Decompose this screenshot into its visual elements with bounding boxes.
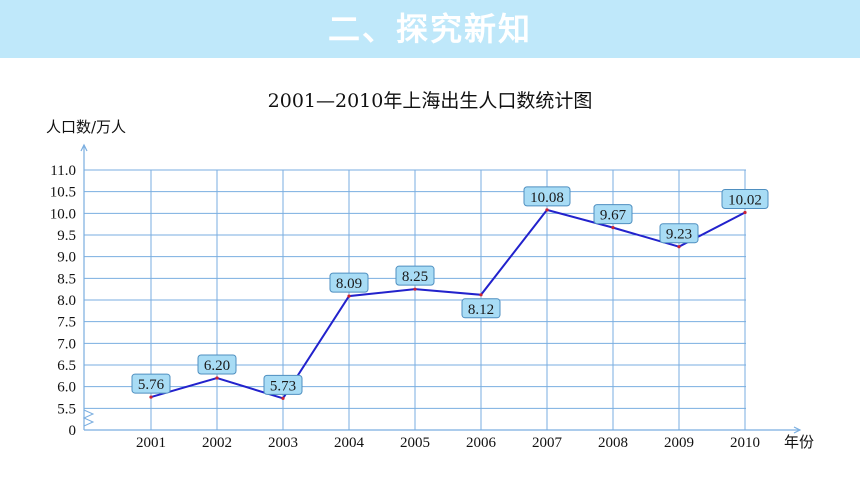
- y-tick-label: 10.5: [50, 185, 76, 201]
- data-label-text: 9.23: [666, 227, 692, 243]
- data-label: 8.25: [395, 265, 435, 286]
- data-label: 9.67: [593, 204, 633, 225]
- series-line: [150, 208, 746, 400]
- data-point: [545, 208, 549, 212]
- y-tick-label: 8.5: [57, 271, 76, 287]
- page-title: 二、探究新知: [327, 10, 532, 48]
- x-axis-label: 年份: [784, 433, 814, 451]
- y-tick-label: 11.0: [50, 163, 76, 179]
- data-point: [347, 294, 351, 298]
- x-axis-arrow: [793, 426, 802, 434]
- series: [149, 208, 747, 400]
- y-axis-label: 人口数/万人: [46, 118, 126, 136]
- data-label: 10.02: [721, 188, 769, 209]
- data-label: 5.76: [131, 373, 171, 394]
- y-tick-label: 8.0: [57, 293, 76, 309]
- x-tick-label: 2008: [598, 435, 628, 451]
- y-tick-label: 0: [69, 423, 77, 439]
- data-label-text: 6.20: [204, 358, 230, 374]
- data-label-box: [263, 374, 303, 395]
- x-tick-label: 2003: [268, 435, 298, 451]
- data-point: [611, 226, 615, 230]
- data-label: 8.12: [461, 298, 501, 319]
- y-tick-label: 9.0: [57, 250, 76, 266]
- axis-break-icon: [82, 409, 95, 427]
- data-label-box: [593, 204, 633, 225]
- data-label-text: 8.12: [468, 302, 494, 318]
- data-label: 9.23: [659, 223, 699, 244]
- data-label: 8.09: [329, 272, 369, 293]
- data-label-text: 8.25: [402, 269, 428, 285]
- x-tick-label: 2005: [400, 435, 430, 451]
- y-tick-label: 7.0: [57, 336, 76, 352]
- x-tick-label: 2004: [334, 435, 365, 451]
- data-label: 10.08: [523, 186, 571, 207]
- chart-title: 2001—2010年上海出生人口数统计图: [267, 90, 593, 112]
- data-point: [743, 210, 747, 215]
- grid: [84, 169, 746, 430]
- x-tick-label: 2010: [730, 435, 760, 451]
- data-label-text: 10.02: [728, 192, 762, 208]
- data-label-text: 10.08: [530, 190, 564, 206]
- y-tick-label: 6.0: [57, 380, 76, 396]
- tick-labels: 0 5.5 6.0 6.5 7.0 7.5 8.0 8.5 9.0 9.5 10.0 10.5 11.0…: [50, 163, 760, 451]
- data-label-text: 5.73: [270, 378, 296, 394]
- data-label-box: [461, 298, 501, 319]
- y-tick-label: 5.5: [57, 401, 76, 417]
- header-banner: [0, 0, 860, 58]
- x-tick-label: 2006: [466, 435, 497, 451]
- data-point: [413, 287, 417, 291]
- data-label-text: 8.09: [336, 276, 362, 292]
- data-label-box: [197, 354, 237, 375]
- data-point: [677, 245, 681, 249]
- data-label-text: 5.76: [138, 377, 165, 393]
- x-tick-label: 2002: [202, 435, 232, 451]
- data-label-box: [131, 373, 171, 394]
- data-point: [149, 395, 153, 399]
- x-tick-label: 2007: [532, 435, 563, 451]
- y-tick-label: 7.5: [57, 315, 76, 331]
- y-axis-arrow: [80, 143, 88, 152]
- x-tick-label: 2009: [664, 435, 694, 451]
- data-point: [281, 396, 285, 400]
- y-tick-label: 10.0: [50, 206, 76, 222]
- data-label-box: [523, 186, 571, 207]
- y-tick-label: 6.5: [57, 358, 76, 374]
- data-label-text: 9.67: [600, 208, 627, 224]
- axes: [80, 143, 802, 434]
- data-point: [479, 293, 483, 297]
- data-label-box: [329, 272, 369, 293]
- data-labels: 5.76 6.20 5.73 8.09 8.25 8.12 10.08 9.67 9.23 10.…: [131, 186, 769, 395]
- data-label-box: [721, 188, 769, 209]
- x-tick-label: 2001: [136, 435, 166, 451]
- data-point: [215, 376, 219, 380]
- y-tick-label: 9.5: [57, 228, 76, 244]
- data-label: 5.73: [263, 374, 303, 395]
- data-label-box: [659, 223, 699, 244]
- data-label-box: [395, 265, 435, 286]
- data-label: 6.20: [197, 354, 237, 375]
